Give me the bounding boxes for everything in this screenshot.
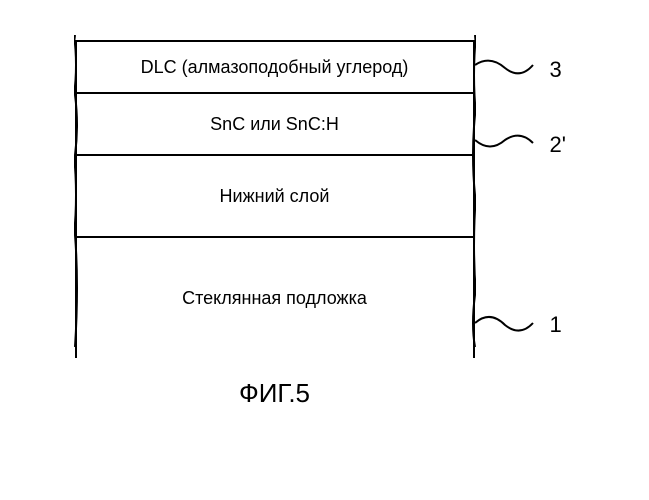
callout-2prime: 2' — [475, 125, 566, 165]
layer-stack: DLC (алмазоподобный углерод) SnC или SnC… — [75, 40, 475, 358]
layer-dlc: DLC (алмазоподобный углерод) — [75, 40, 475, 92]
callout-label: 2' — [550, 132, 566, 158]
layer-label: Нижний слой — [220, 186, 330, 207]
callout-line-svg — [475, 125, 545, 165]
layer-substrate: Стеклянная подложка — [75, 236, 475, 358]
callout-line-svg — [475, 305, 545, 345]
diagram-container: DLC (алмазоподобный углерод) SnC или SnC… — [75, 40, 575, 409]
layer-label: SnC или SnC:H — [210, 114, 339, 135]
callout-line-svg — [475, 50, 545, 90]
layer-label: DLC (алмазоподобный углерод) — [141, 57, 409, 78]
layer-label: Стеклянная подложка — [182, 288, 367, 309]
layer-bottom: Нижний слой — [75, 154, 475, 236]
callout-1: 1 — [475, 305, 562, 345]
callout-3: 3 — [475, 50, 562, 90]
figure-caption: ФИГ.5 — [75, 378, 475, 409]
callout-label: 3 — [550, 57, 562, 83]
layer-snc: SnC или SnC:H — [75, 92, 475, 154]
callout-label: 1 — [550, 312, 562, 338]
